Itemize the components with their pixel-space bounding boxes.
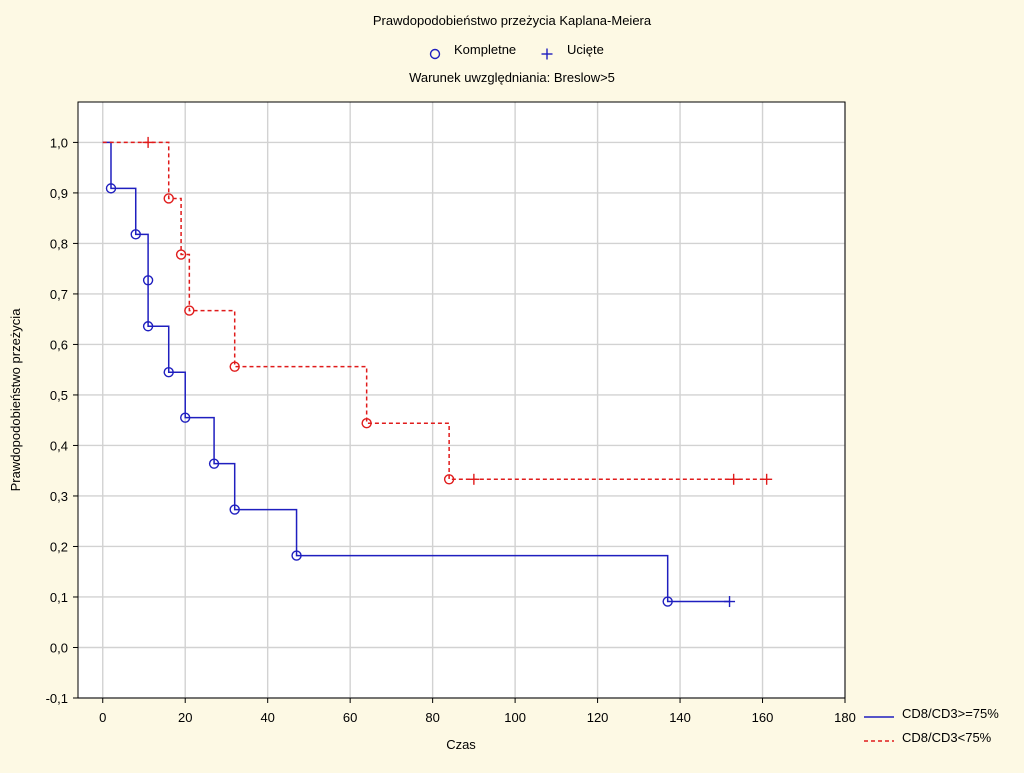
- censored-point: [142, 136, 154, 148]
- complete-point: [142, 321, 154, 332]
- legend-series-2: CD8/CD3<75%: [902, 730, 992, 745]
- chart-subtitle: Warunek uwzględniania: Breslow>5: [409, 70, 615, 85]
- x-tick-label: 20: [178, 710, 192, 725]
- y-tick-label: 0,8: [50, 236, 68, 251]
- x-tick-label: 40: [260, 710, 274, 725]
- y-tick-label: 0,2: [50, 539, 68, 554]
- legend-series-1: CD8/CD3>=75%: [902, 706, 999, 721]
- chart-title: Prawdopodobieństwo przeżycia Kaplana-Mei…: [373, 13, 652, 28]
- x-axis-label: Czas: [446, 737, 476, 752]
- complete-point: [105, 183, 117, 194]
- complete-point: [229, 361, 240, 372]
- complete-point: [208, 458, 220, 469]
- series-2: [102, 136, 773, 485]
- legend-circle-icon: [429, 48, 441, 60]
- complete-point: [180, 412, 191, 423]
- complete-point: [443, 474, 455, 485]
- x-tick-label: 60: [343, 710, 357, 725]
- censored-point: [468, 473, 480, 485]
- x-tick-label: 160: [752, 710, 774, 725]
- complete-point: [662, 596, 673, 607]
- y-tick-label: 0,1: [50, 590, 68, 605]
- legend-plus-icon: [541, 48, 553, 60]
- legend-label-censored: Ucięte: [567, 42, 604, 57]
- series-legend: CD8/CD3>=75% CD8/CD3<75%: [864, 706, 999, 745]
- complete-point: [163, 193, 174, 204]
- series-1: [102, 141, 736, 608]
- y-tick-label: 0,7: [50, 287, 68, 302]
- censored-point: [761, 473, 773, 485]
- complete-point: [184, 305, 195, 316]
- x-tick-label: 100: [504, 710, 526, 725]
- y-tick-label: 0,6: [50, 337, 68, 352]
- censored-point: [724, 596, 736, 608]
- survival-step-line: [102, 141, 730, 603]
- x-tick-label: 180: [834, 710, 856, 725]
- complete-point: [291, 550, 302, 561]
- x-tick-label: 0: [99, 710, 106, 725]
- complete-point: [163, 367, 174, 378]
- complete-point: [130, 229, 141, 240]
- y-axis-label: Prawdopodobieństwo przeżycia: [8, 308, 23, 492]
- y-tick-label: 0,4: [50, 438, 68, 453]
- legend-label-complete: Kompletne: [454, 42, 516, 57]
- x-tick-label: 120: [587, 710, 609, 725]
- y-tick-label: 0,5: [50, 388, 68, 403]
- censored-point: [728, 473, 740, 485]
- complete-point: [361, 418, 372, 429]
- complete-point: [142, 275, 154, 286]
- y-tick-label: -0,1: [46, 691, 68, 706]
- y-tick-label: 1,0: [50, 135, 68, 150]
- x-tick-label: 140: [669, 710, 691, 725]
- plot-frame: [77, 101, 846, 699]
- x-tick-label: 80: [425, 710, 439, 725]
- axis-ticks: 0 20 40 60 80 100 120 140 160 180 -0,1 0,0 0,1 0,2 0,3…: [46, 135, 856, 725]
- marker-legend: Kompletne Ucięte: [429, 42, 604, 60]
- series-layer: [102, 136, 773, 608]
- complete-point: [175, 249, 187, 260]
- y-tick-label: 0,9: [50, 186, 68, 201]
- complete-point: [229, 504, 240, 515]
- y-tick-label: 0,0: [50, 640, 68, 655]
- y-tick-label: 0,3: [50, 489, 68, 504]
- plot-area: [78, 102, 845, 698]
